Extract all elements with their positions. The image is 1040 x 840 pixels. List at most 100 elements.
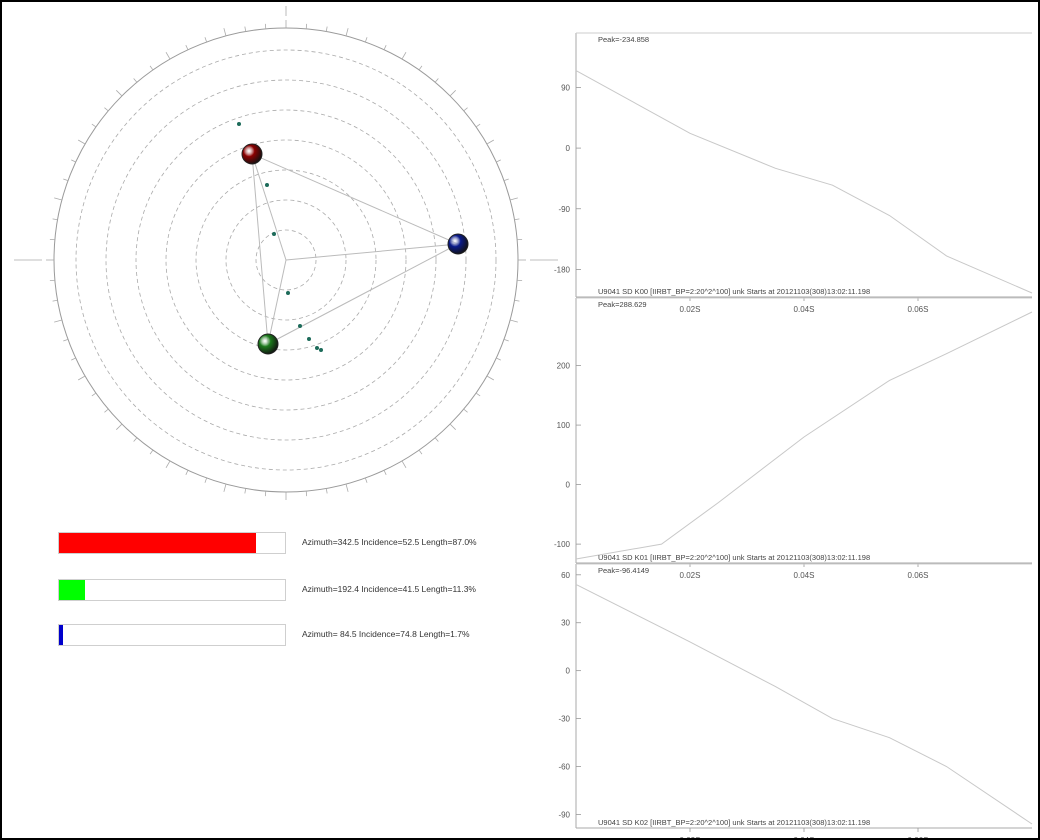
- polar-tick: [449, 423, 456, 430]
- polar-tick: [514, 218, 520, 221]
- polar-tick: [165, 460, 171, 469]
- polar-tick: [434, 437, 439, 442]
- bar-green-label: Azimuth=192.4 Incidence=41.5 Length=11.3…: [302, 584, 476, 594]
- bar-blue: [58, 624, 286, 646]
- peak-label: Peak=-234.858: [598, 35, 649, 44]
- bar-blue-label: Azimuth= 84.5 Incidence=74.8 Length=1.7%: [302, 629, 470, 639]
- polar-tick: [104, 408, 109, 413]
- bar-blue-fill: [59, 625, 63, 645]
- peak-label: Peak=288.629: [598, 300, 647, 309]
- connector-center: [285, 243, 459, 261]
- waveform-line: [575, 70, 1033, 294]
- polar-tick: [401, 460, 407, 469]
- polar-tick: [91, 123, 97, 128]
- bar-green: [58, 579, 286, 601]
- polar-tick: [509, 319, 518, 323]
- y-tick-label: -90: [558, 810, 570, 819]
- polar-tick: [496, 159, 501, 163]
- y-tick-label: -60: [558, 762, 570, 771]
- bar-red-fill: [59, 533, 256, 553]
- polar-tick: [418, 65, 423, 71]
- polar-tick: [133, 78, 138, 83]
- polar-tick: [364, 37, 368, 43]
- polar-tick: [325, 26, 328, 32]
- polar-tick: [149, 449, 154, 455]
- polar-sample-point: [286, 291, 290, 295]
- connector: [251, 153, 459, 245]
- polar-tick: [104, 107, 109, 112]
- x-tick-label: 0.02S: [680, 571, 701, 580]
- waveform-panel-1: Peak=288.629 200 100 0 -100 U9041 SD K01 [IIR…: [554, 297, 1033, 580]
- y-tick-label: -180: [554, 265, 571, 274]
- bar-red: [58, 532, 286, 554]
- polar-tick: [185, 470, 189, 475]
- polar-sample-point: [319, 348, 323, 352]
- polar-tick: [116, 90, 123, 97]
- y-tick-label: -30: [558, 715, 570, 724]
- polar-tick: [204, 477, 208, 483]
- x-tick-label: 0.06S: [908, 571, 929, 580]
- polar-tick: [54, 197, 63, 201]
- station-header: U9041 SD K00 [IIRBT_BP=2:20^2^100] unk S…: [598, 287, 870, 296]
- polar-dashed-ring: [135, 109, 437, 411]
- polar-sample-point: [307, 337, 311, 341]
- waveform-panel-2: Peak=-96.4149 60 30 0 -30 -60 -90 U9041 SD K02 …: [558, 563, 1033, 838]
- polar-tick: [383, 45, 387, 50]
- polar-tick: [345, 483, 349, 492]
- polar-sample-point: [315, 346, 319, 350]
- y-tick-label: 60: [561, 571, 570, 580]
- polar-tick: [52, 299, 58, 302]
- polar-station-marker: [447, 233, 469, 255]
- polar-tick: [77, 375, 86, 381]
- polar-tick: [223, 28, 227, 37]
- polar-tick: [52, 218, 58, 221]
- polar-tick: [165, 51, 171, 60]
- polar-sample-point: [237, 122, 241, 126]
- y-tick-label: 0: [566, 667, 571, 676]
- y-tick-label: -100: [554, 540, 571, 549]
- polar-tick: [345, 28, 349, 37]
- station-header: U9041 SD K02 [IIRBT_BP=2:20^2^100] unk S…: [598, 818, 870, 827]
- waveform-panel-0: Peak=-234.858 90 0 -90 -180 U9041 SD K00 [IIR…: [554, 32, 1033, 314]
- polar-tick: [149, 65, 154, 71]
- waveform-line: [575, 583, 1033, 825]
- polar-dashed-ring: [75, 49, 497, 471]
- polar-tick: [116, 423, 123, 430]
- polar-tick: [486, 375, 495, 381]
- y-tick-label: 90: [561, 83, 570, 92]
- x-tick-label: 0.02S: [680, 836, 701, 838]
- polar-tick: [77, 139, 86, 145]
- y-tick-label: 200: [557, 362, 571, 371]
- polar-tick: [486, 139, 495, 145]
- polar-tick: [475, 123, 481, 128]
- polar-tick: [401, 51, 407, 60]
- polar-tick: [418, 449, 423, 455]
- polar-tick: [364, 477, 368, 483]
- polar-tick: [496, 357, 501, 361]
- polar-tick: [449, 90, 456, 97]
- polar-dashed-ring: [105, 79, 467, 441]
- polar-tick: [54, 319, 63, 323]
- polar-tick: [463, 107, 468, 112]
- polar-tick: [434, 78, 439, 83]
- polar-tick: [71, 159, 76, 163]
- polar-sample-point: [265, 183, 269, 187]
- y-tick-label: 0: [566, 481, 571, 490]
- polar-dashed-ring: [195, 169, 377, 351]
- x-tick-label: 0.06S: [908, 305, 929, 314]
- connector-center: [251, 153, 287, 261]
- x-tick-label: 0.04S: [794, 571, 815, 580]
- y-tick-label: 30: [561, 619, 570, 628]
- x-tick-label: 0.04S: [794, 305, 815, 314]
- polar-tick: [383, 470, 387, 475]
- polar-tick: [475, 392, 481, 397]
- polar-tick: [244, 488, 247, 494]
- bar-red-label: Azimuth=342.5 Incidence=52.5 Length=87.0…: [302, 537, 477, 547]
- x-tick-label: 0.06S: [908, 836, 929, 838]
- peak-label: Peak=-96.4149: [598, 566, 649, 575]
- connector-center: [267, 259, 287, 345]
- x-tick-label: 0.02S: [680, 305, 701, 314]
- polar-dashed-ring: [255, 229, 317, 291]
- bar-green-fill: [59, 580, 85, 600]
